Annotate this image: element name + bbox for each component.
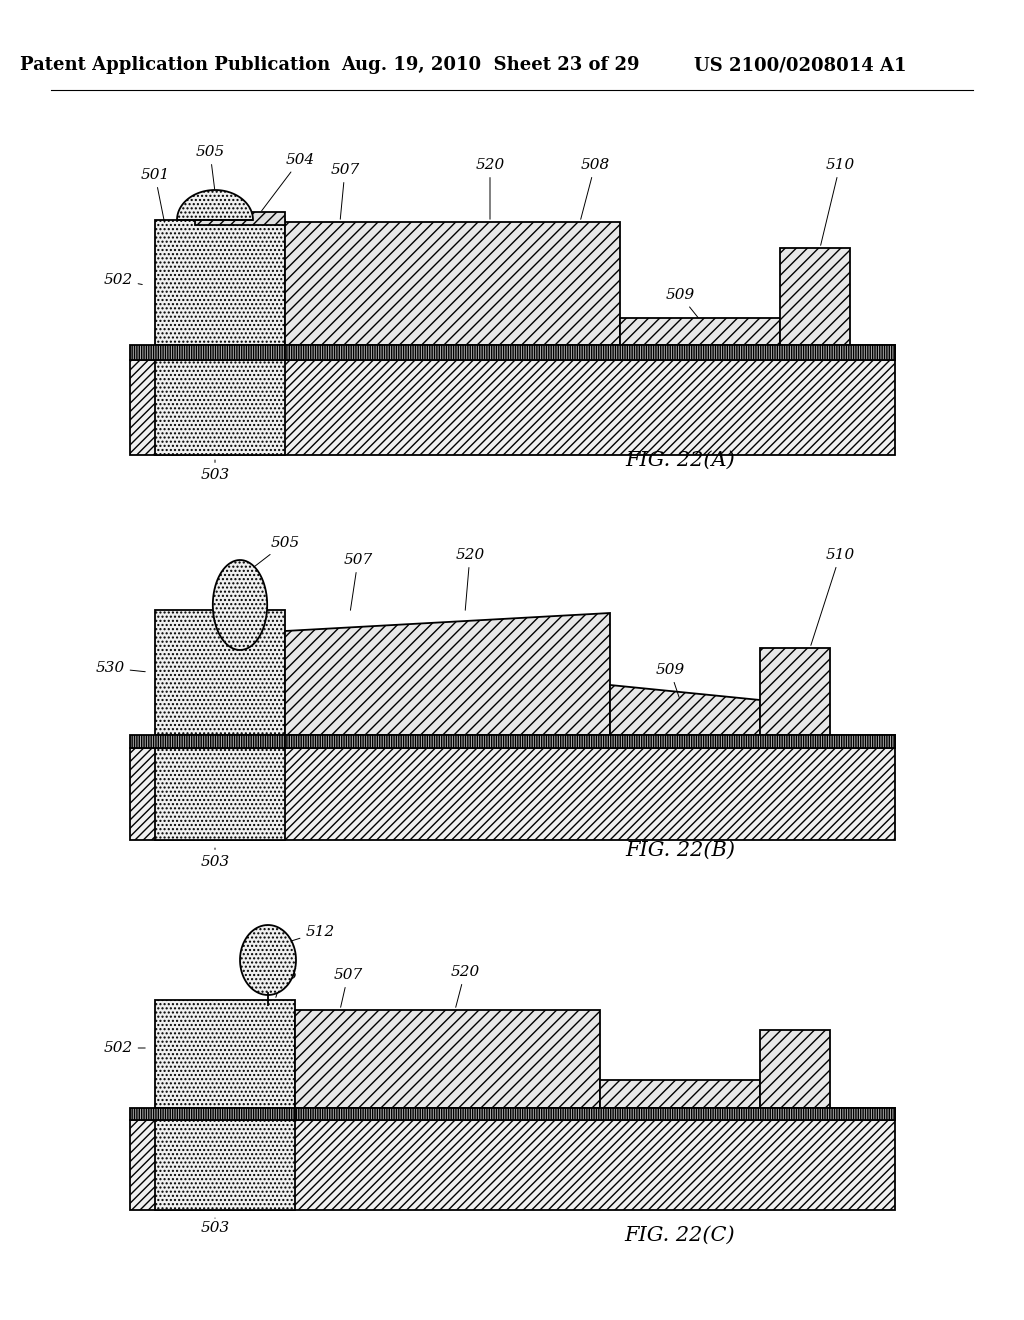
Bar (780, 248, 850, 345)
Text: FIG. 22(A): FIG. 22(A) (625, 450, 735, 470)
Text: 520: 520 (475, 158, 505, 219)
Text: FIG. 22(C): FIG. 22(C) (625, 1225, 735, 1245)
Bar (130, 1107, 895, 1119)
Text: 520: 520 (451, 965, 479, 1007)
Bar (155, 748, 285, 840)
Polygon shape (285, 612, 610, 735)
Bar (600, 1080, 760, 1107)
Text: Patent Application Publication: Patent Application Publication (19, 55, 330, 74)
Text: 504: 504 (262, 153, 314, 211)
Text: US 2100/0208014 A1: US 2100/0208014 A1 (693, 55, 906, 74)
Bar (760, 1030, 830, 1107)
Text: FIG. 22(B): FIG. 22(B) (625, 841, 735, 859)
Bar (285, 222, 620, 345)
Text: 502: 502 (103, 1041, 145, 1055)
Bar (295, 1107, 895, 1119)
Bar (130, 360, 895, 455)
Polygon shape (240, 925, 296, 995)
Text: 507: 507 (331, 162, 359, 219)
Bar (130, 1119, 895, 1210)
Text: 507: 507 (334, 968, 362, 1007)
Bar (620, 318, 780, 345)
Text: Aug. 19, 2010  Sheet 23 of 29: Aug. 19, 2010 Sheet 23 of 29 (341, 55, 639, 74)
Bar (155, 610, 285, 735)
Polygon shape (213, 560, 267, 649)
Bar (155, 220, 285, 345)
Polygon shape (177, 190, 253, 220)
Text: 512: 512 (291, 925, 335, 941)
Bar (130, 748, 895, 840)
Text: 508: 508 (581, 158, 609, 219)
Text: 505: 505 (252, 536, 300, 569)
Bar (155, 360, 285, 455)
Bar (155, 1119, 295, 1210)
Text: 505: 505 (196, 145, 224, 189)
Bar (295, 1010, 600, 1107)
Bar (130, 735, 895, 748)
Bar (155, 1001, 295, 1107)
Text: 503: 503 (201, 459, 229, 482)
Text: 509: 509 (655, 663, 685, 697)
Text: 510: 510 (811, 548, 855, 645)
Text: 503: 503 (201, 847, 229, 869)
Bar (195, 213, 285, 224)
Bar (285, 345, 895, 360)
Text: 509: 509 (666, 288, 698, 318)
Bar (760, 648, 830, 735)
Text: 530: 530 (95, 661, 145, 675)
Text: 503: 503 (201, 1218, 229, 1236)
Text: 501: 501 (140, 168, 170, 222)
Text: 505: 505 (268, 968, 298, 998)
Polygon shape (610, 685, 760, 735)
Text: 520: 520 (456, 548, 484, 610)
Bar (130, 345, 895, 360)
Text: 510: 510 (820, 158, 855, 246)
Text: 507: 507 (343, 553, 373, 610)
Bar (285, 735, 895, 748)
Text: 502: 502 (103, 273, 142, 286)
